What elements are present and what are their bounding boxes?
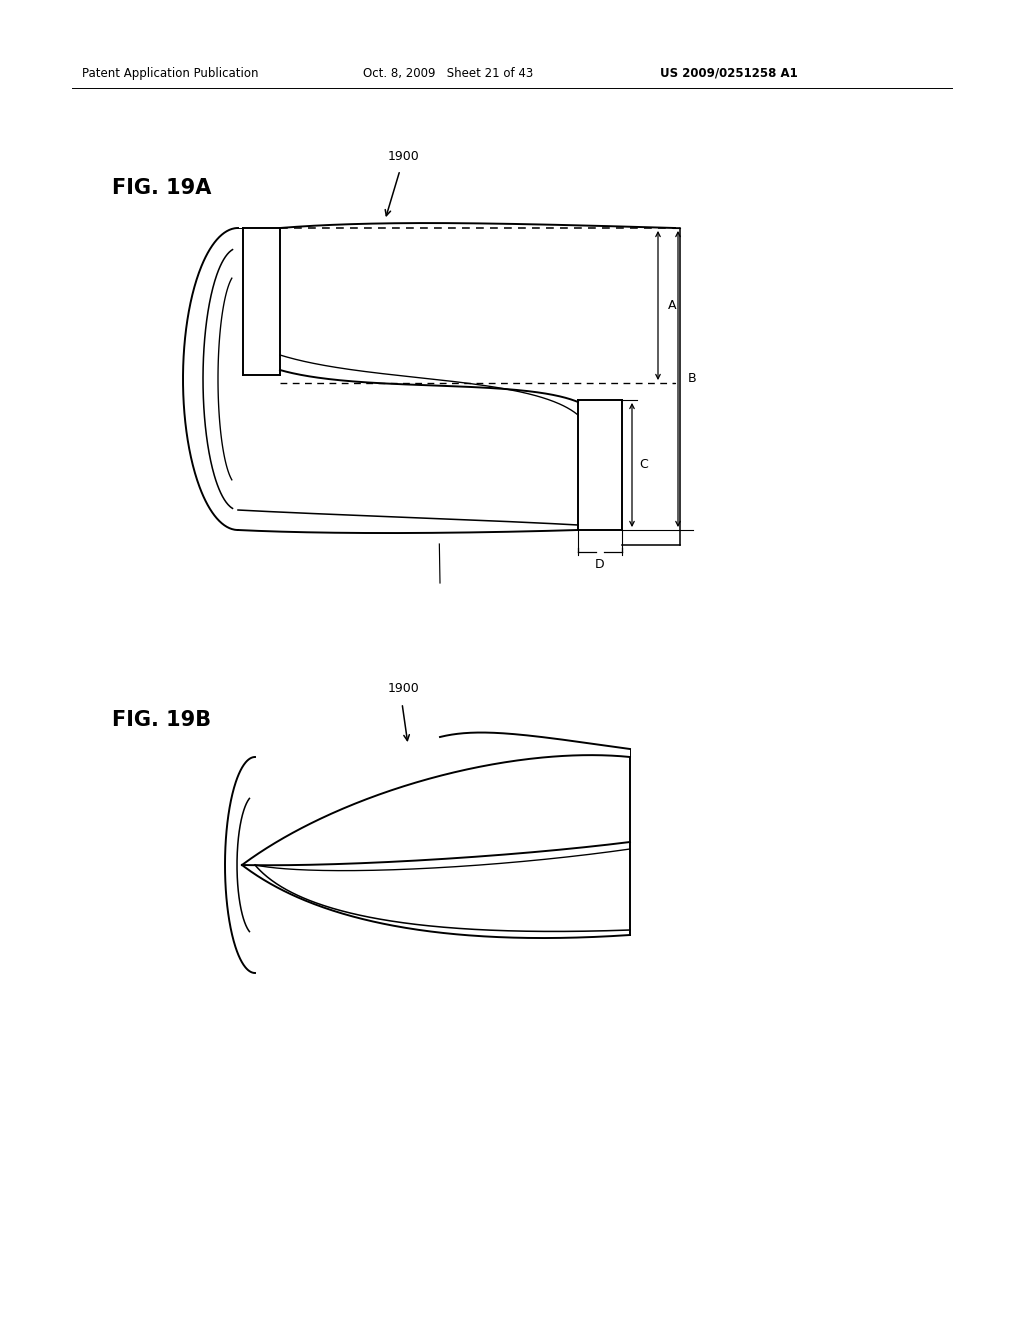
Text: Patent Application Publication: Patent Application Publication bbox=[82, 66, 258, 79]
Text: A: A bbox=[668, 300, 677, 312]
Text: D: D bbox=[595, 558, 605, 572]
Text: FIG. 19A: FIG. 19A bbox=[112, 178, 211, 198]
Text: US 2009/0251258 A1: US 2009/0251258 A1 bbox=[660, 66, 798, 79]
Text: FIG. 19B: FIG. 19B bbox=[112, 710, 211, 730]
Text: C: C bbox=[639, 458, 648, 471]
Text: B: B bbox=[688, 372, 696, 385]
Text: Oct. 8, 2009   Sheet 21 of 43: Oct. 8, 2009 Sheet 21 of 43 bbox=[362, 66, 534, 79]
Text: 1900: 1900 bbox=[388, 150, 420, 164]
Text: 1900: 1900 bbox=[388, 681, 420, 694]
